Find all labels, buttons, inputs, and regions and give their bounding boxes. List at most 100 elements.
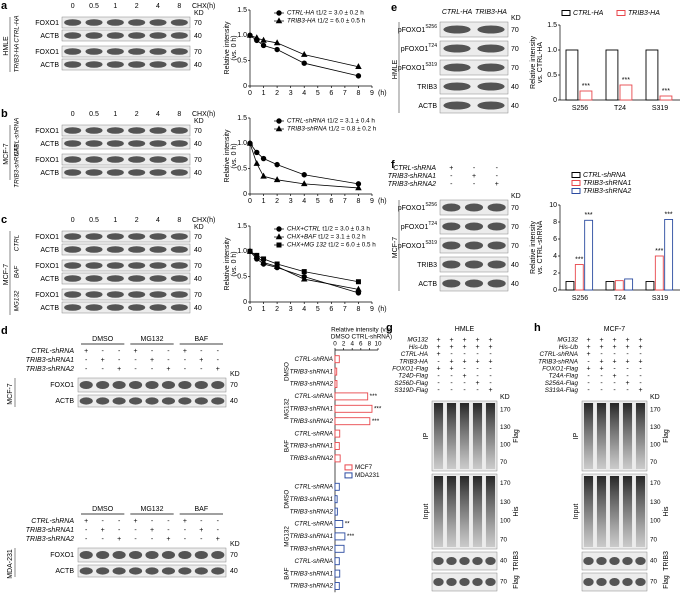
- blot: [61, 137, 191, 150]
- y-axis-label: Relative intensity: [224, 129, 231, 182]
- blot-label: FOXO1: [35, 292, 59, 299]
- panel-letter: d: [1, 325, 8, 337]
- sign: -: [151, 348, 154, 355]
- sign: -: [85, 366, 88, 373]
- x-tick-label: 8: [356, 90, 360, 97]
- band: [477, 82, 505, 91]
- marker: [300, 50, 308, 57]
- band: [442, 241, 461, 250]
- cell-line: MCF-7: [392, 237, 399, 258]
- band: [128, 567, 143, 575]
- kd-marker: 70: [194, 263, 202, 270]
- x-tick-label: 8: [356, 198, 360, 205]
- lane-label: 0: [71, 217, 75, 224]
- kd-head: KD: [194, 224, 204, 231]
- kd-marker: 70: [650, 459, 658, 466]
- sign: -: [450, 387, 453, 394]
- panel-letter: f: [391, 159, 395, 171]
- blot-label: FOXO1: [35, 157, 59, 164]
- band: [149, 48, 167, 55]
- band: [194, 381, 208, 389]
- band: [96, 381, 110, 389]
- sign: -: [184, 527, 187, 534]
- band: [64, 246, 82, 253]
- bar: [334, 367, 338, 376]
- kd-marker: 70: [500, 459, 508, 466]
- band: [178, 567, 192, 575]
- panel-letter: c: [1, 214, 7, 226]
- band: [85, 140, 103, 147]
- blot: [61, 230, 191, 243]
- band: [128, 275, 146, 282]
- band: [128, 32, 146, 39]
- x-tick-label: 4: [302, 198, 306, 205]
- panel-letter: a: [1, 0, 8, 12]
- sign: +: [216, 536, 220, 543]
- blot-label: FOXO1: [50, 382, 74, 389]
- sign: -: [489, 373, 492, 380]
- sign: +: [101, 527, 105, 534]
- band: [112, 381, 126, 389]
- category-label: TRIB3-shRNA2: [290, 455, 334, 462]
- band: [106, 48, 124, 55]
- kd-marker: 70: [230, 382, 238, 389]
- smear: [596, 403, 607, 469]
- legend-label: CHX+MG 132: [287, 242, 327, 249]
- kd-marker: 40: [194, 141, 202, 148]
- sign: +: [488, 358, 492, 365]
- band: [433, 578, 444, 586]
- x-tick-label: 2: [275, 306, 279, 313]
- lane-label: 2: [135, 111, 139, 118]
- legend-half-life: t1/2 = 6.0 ± 0.5 h: [318, 18, 366, 25]
- band: [149, 140, 167, 147]
- sign: -: [463, 387, 466, 394]
- band: [106, 169, 124, 176]
- kd-head: KD: [194, 118, 204, 125]
- band: [64, 169, 82, 176]
- sign: +: [495, 181, 499, 188]
- band: [106, 275, 124, 282]
- blot: [61, 166, 191, 179]
- x-tick-label: T24: [614, 105, 626, 112]
- y-tick-label: 0: [553, 97, 557, 104]
- band: [170, 156, 188, 163]
- sign: -: [613, 351, 616, 358]
- sign: -: [101, 536, 104, 543]
- smear: [485, 476, 496, 547]
- band: [128, 156, 146, 163]
- marker: [246, 139, 254, 146]
- marker: [274, 261, 280, 267]
- x-tick-label: 6: [329, 198, 333, 205]
- kd-head: KD: [230, 371, 240, 378]
- y-tick-label: 1.5: [237, 223, 247, 230]
- sign: -: [489, 351, 492, 358]
- lane-label: 0: [71, 3, 75, 10]
- x-tick-label: 2: [275, 90, 279, 97]
- band: [64, 291, 82, 298]
- legend-half-life: t1/2 = 6.0 ± 0.5 h: [328, 242, 376, 249]
- band: [487, 279, 506, 288]
- marker: [254, 252, 260, 258]
- y-axis-label: Relative intensity: [224, 21, 231, 74]
- legend-swatch: [344, 472, 353, 479]
- protein: pFOXO1: [398, 65, 426, 72]
- sign: -: [101, 348, 104, 355]
- band: [79, 397, 93, 405]
- smear: [583, 403, 594, 469]
- kd-marker: 130: [650, 424, 661, 431]
- band: [149, 246, 167, 253]
- x-tick-label: 5: [316, 306, 320, 313]
- band: [170, 233, 188, 240]
- sign: -: [473, 165, 476, 172]
- sign: +: [612, 373, 616, 380]
- legend-label: TRIB3-shRNA1: [583, 180, 631, 187]
- sign: -: [626, 366, 629, 373]
- sign: -: [600, 387, 603, 394]
- band: [178, 551, 192, 559]
- band: [128, 551, 143, 559]
- kd-marker: 70: [511, 224, 519, 231]
- band: [583, 578, 594, 586]
- band: [128, 397, 143, 405]
- x-tick-label: 2: [275, 198, 279, 205]
- condition-label: MG132: [557, 337, 578, 344]
